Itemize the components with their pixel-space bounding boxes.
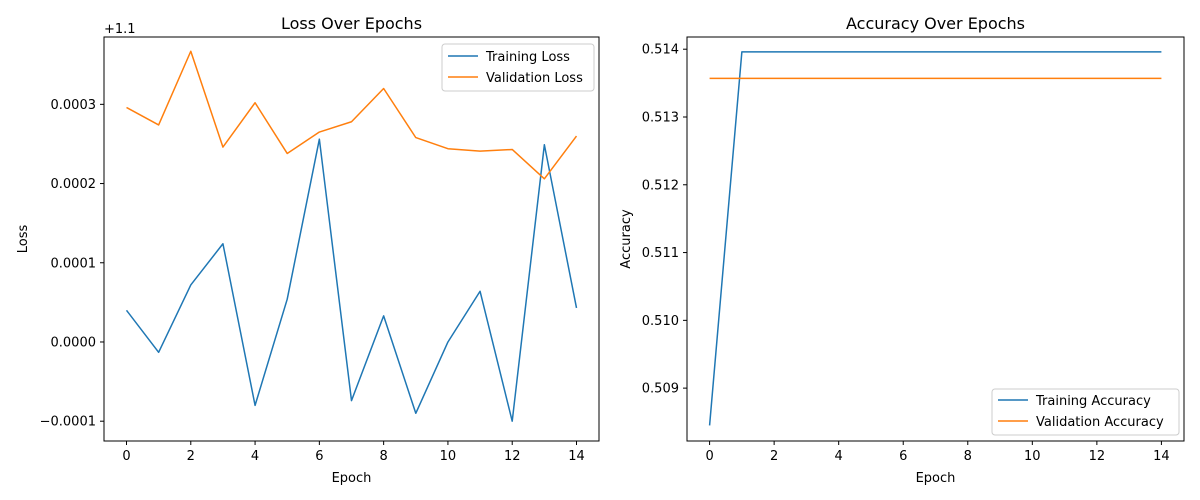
- loss-x-tick-label: 10: [440, 449, 457, 464]
- accuracy-legend-label-validation: Validation Accuracy: [1036, 415, 1164, 430]
- accuracy-y-axis-label: Accuracy: [619, 209, 634, 269]
- accuracy-y-tick-label: 0.513: [642, 110, 679, 125]
- accuracy-ticks: 0 2 4 6 8 10 12 14 0.509 0.510 0.511 0.512 0.513 0.51…: [642, 43, 1170, 464]
- series-line-validation-loss: [126, 50, 578, 180]
- loss-y-tick-label: 0.0000: [51, 335, 97, 350]
- loss-x-tick-label: 2: [187, 449, 195, 464]
- accuracy-lines: [708, 51, 1162, 426]
- accuracy-x-tick-label: 4: [835, 449, 843, 464]
- loss-y-axis-label: Loss: [16, 225, 31, 254]
- loss-x-tick-label: 14: [568, 449, 585, 464]
- accuracy-plot-frame: [686, 36, 1185, 442]
- series-line-training-loss: [125, 138, 578, 422]
- loss-y-tick-label: 0.0001: [51, 256, 97, 271]
- accuracy-x-tick-label: 6: [899, 449, 907, 464]
- accuracy-y-tick-label: 0.509: [642, 382, 679, 397]
- accuracy-chart-title: Accuracy Over Epochs: [846, 14, 1025, 33]
- loss-x-tick-label: 4: [251, 449, 259, 464]
- accuracy-y-tick-label: 0.512: [642, 178, 679, 193]
- loss-y-tick-label: 0.0002: [51, 177, 97, 192]
- loss-x-axis-label: Epoch: [332, 471, 372, 486]
- accuracy-legend: Training Accuracy Validation Accuracy: [991, 388, 1180, 436]
- loss-ticks: 0 2 4 6 8 10 12 14 −0.0001 0.0000 0.0001 0.0002 0.00…: [40, 98, 585, 464]
- loss-lines: [125, 50, 578, 422]
- accuracy-y-tick-label: 0.511: [642, 246, 679, 261]
- accuracy-x-tick-label: 12: [1089, 449, 1106, 464]
- accuracy-legend-box: [991, 388, 1180, 436]
- accuracy-x-axis-label: Epoch: [916, 471, 956, 486]
- accuracy-x-tick-label: 2: [770, 449, 778, 464]
- accuracy-x-tick-label: 14: [1153, 449, 1170, 464]
- accuracy-legend-label-training: Training Accuracy: [1035, 394, 1151, 409]
- loss-legend-label-training: Training Loss: [485, 50, 570, 65]
- loss-x-tick-label: 0: [122, 449, 130, 464]
- accuracy-chart: 0 2 4 6 8 10 12 14 0.509 0.510 0.511 0.512 0.513 0.51…: [619, 14, 1185, 486]
- loss-x-tick-label: 8: [380, 449, 388, 464]
- loss-legend-label-validation: Validation Loss: [486, 71, 583, 86]
- accuracy-x-tick-label: 10: [1024, 449, 1041, 464]
- loss-chart-title: Loss Over Epochs: [281, 14, 422, 33]
- accuracy-x-tick-label: 0: [705, 449, 713, 464]
- loss-x-tick-label: 6: [315, 449, 323, 464]
- accuracy-y-tick-label: 0.514: [642, 43, 679, 58]
- loss-legend: Training Loss Validation Loss: [441, 43, 595, 92]
- loss-y-tick-label: 0.0003: [51, 98, 97, 113]
- loss-plot-frame: [103, 36, 600, 442]
- loss-y-offset-label: +1.1: [104, 22, 136, 37]
- accuracy-x-tick-label: 8: [964, 449, 972, 464]
- series-line-training-accuracy: [708, 51, 1162, 426]
- loss-legend-box: [441, 43, 595, 92]
- loss-x-tick-label: 12: [504, 449, 521, 464]
- loss-y-tick-label: −0.0001: [40, 415, 96, 430]
- accuracy-y-tick-label: 0.510: [642, 314, 679, 329]
- loss-chart: 0 2 4 6 8 10 12 14 −0.0001 0.0000 0.0001 0.0002 0.00…: [16, 14, 600, 486]
